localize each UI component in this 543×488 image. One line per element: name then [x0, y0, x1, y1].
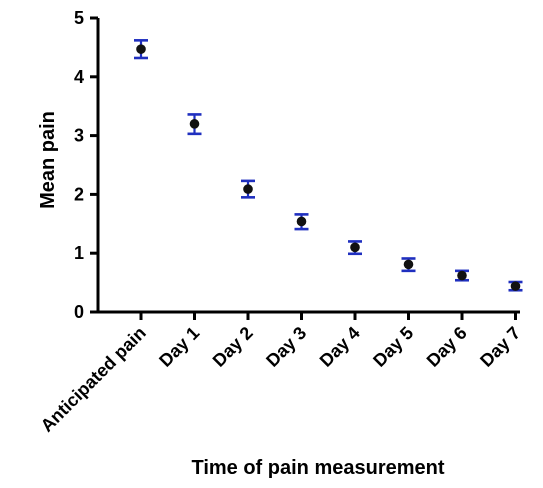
x-tick-label-0: Anticipated pain: [37, 323, 150, 436]
x-tick-label-2: Day 2: [209, 323, 257, 371]
data-point-7: [510, 281, 521, 291]
y-tick-label-5: 5: [74, 8, 84, 28]
x-axis-title: Time of pain measurement: [191, 457, 444, 479]
data-point-3: [296, 216, 307, 227]
y-axis-title: Mean pain: [37, 111, 59, 209]
x-tick-label-1: Day 1: [155, 323, 203, 371]
x-tick-label-6: Day 6: [423, 323, 471, 371]
data-point-2: [243, 184, 253, 194]
x-tick-label-4: Day 4: [316, 323, 364, 371]
data-point-4: [350, 242, 360, 253]
y-tick-label-4: 4: [74, 67, 84, 87]
data-point-5: [403, 259, 414, 270]
data-marks: [134, 39, 523, 292]
x-tick-label-5: Day 5: [369, 323, 417, 371]
y-tick-label-1: 1: [74, 243, 84, 263]
data-point-6: [457, 270, 467, 281]
x-tick-label-7: Day 7: [476, 323, 524, 371]
data-point-0: [136, 44, 146, 54]
data-point-1: [189, 119, 200, 129]
y-tick-label-3: 3: [74, 126, 84, 146]
x-tick-label-3: Day 3: [262, 323, 310, 371]
y-tick-label-2: 2: [74, 184, 84, 204]
y-tick-label-0: 0: [74, 302, 84, 322]
